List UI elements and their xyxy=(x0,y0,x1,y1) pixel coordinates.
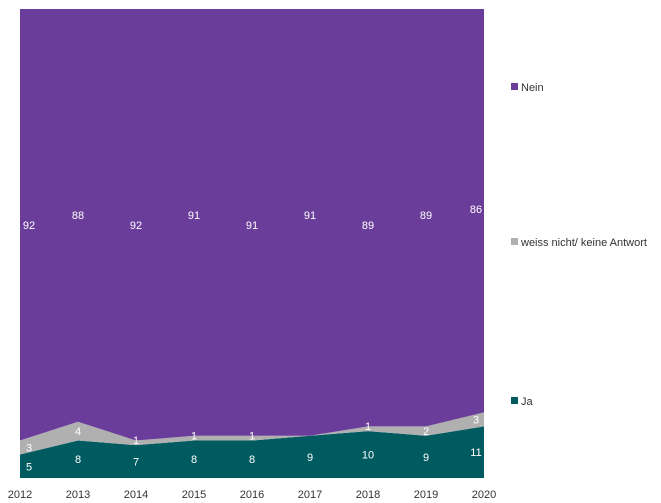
area-weiss-nicht-keine-antwort xyxy=(20,412,484,455)
legend-label-nein: Nein xyxy=(521,82,544,94)
x-tick-label-2020: 2020 xyxy=(472,489,496,501)
data-label-ja-2019: 9 xyxy=(423,452,429,464)
legend-label-ja: Ja xyxy=(521,396,534,408)
data-label-weiss-nicht-keine-antwort-2020: 3 xyxy=(473,414,479,426)
data-label-nein-2014: 92 xyxy=(130,220,142,232)
data-label-ja-2018: 10 xyxy=(362,450,374,462)
data-label-nein-2016: 91 xyxy=(246,220,258,232)
data-label-nein-2020: 86 xyxy=(470,204,482,216)
data-label-ja-2016: 8 xyxy=(249,454,255,466)
x-tick-label-2016: 2016 xyxy=(240,489,264,501)
data-label-nein-2013: 88 xyxy=(72,210,84,222)
data-label-nein-2018: 89 xyxy=(362,220,374,232)
data-label-weiss-nicht-keine-antwort-2015: 1 xyxy=(191,430,197,442)
data-label-ja-2014: 7 xyxy=(133,457,139,469)
data-label-nein-2012: 92 xyxy=(23,220,35,232)
x-tick-label-2015: 2015 xyxy=(182,489,206,501)
legend: Nein weiss nicht/ keine Antwort Ja xyxy=(511,82,647,408)
data-label-nein-2015: 91 xyxy=(188,210,200,222)
area-nein xyxy=(20,9,484,441)
data-label-ja-2017: 9 xyxy=(307,452,313,464)
legend-label-weiss-nicht-keine-antwort: weiss nicht/ keine Antwort xyxy=(520,237,647,249)
x-tick-label-2013: 2013 xyxy=(66,489,90,501)
data-label-nein-2019: 89 xyxy=(420,210,432,222)
area-ja xyxy=(20,426,484,478)
x-tick-label-2017: 2017 xyxy=(298,489,322,501)
data-label-ja-2015: 8 xyxy=(191,454,197,466)
x-tick-label-2014: 2014 xyxy=(124,489,148,501)
legend-swatch-ja xyxy=(511,397,518,404)
x-tick-label-2018: 2018 xyxy=(356,489,380,501)
data-label-weiss-nicht-keine-antwort-2012: 3 xyxy=(26,443,32,455)
data-label-weiss-nicht-keine-antwort-2018: 1 xyxy=(365,421,371,433)
x-axis-tick-labels: 2012 2013 2014 2015 2016 2017 2018 2019 2020 xyxy=(8,489,496,501)
legend-swatch-nein xyxy=(511,83,518,90)
data-label-ja-2012: 5 xyxy=(26,461,32,473)
data-label-weiss-nicht-keine-antwort-2016: 1 xyxy=(249,430,255,442)
data-label-weiss-nicht-keine-antwort-2014: 1 xyxy=(133,435,139,447)
data-label-weiss-nicht-keine-antwort-2013: 4 xyxy=(75,426,81,438)
legend-swatch-weiss-nicht-keine-antwort xyxy=(511,238,518,245)
x-tick-label-2012: 2012 xyxy=(8,489,32,501)
data-label-weiss-nicht-keine-antwort-2019: 2 xyxy=(423,426,429,438)
data-label-ja-2020: 11 xyxy=(470,447,481,459)
x-tick-label-2019: 2019 xyxy=(414,489,438,501)
data-label-ja-2013: 8 xyxy=(75,454,81,466)
area-layer xyxy=(20,9,484,478)
data-label-nein-2017: 91 xyxy=(304,210,316,222)
